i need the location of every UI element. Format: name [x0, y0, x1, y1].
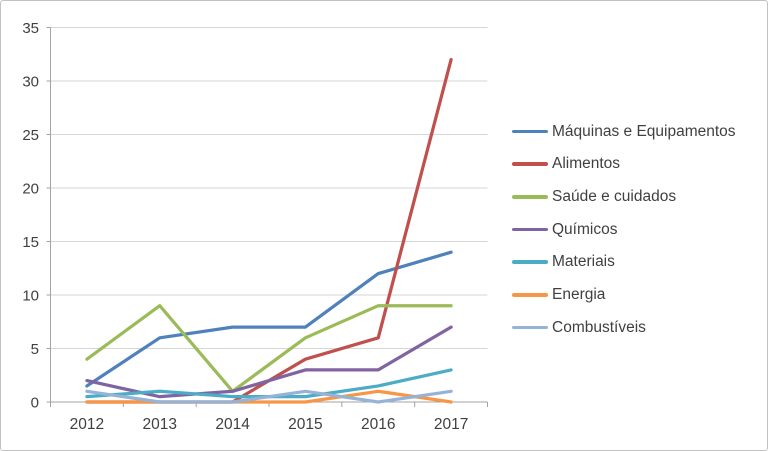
series-line-qu-micos	[85, 325, 453, 399]
legend-line-swatch	[512, 162, 548, 166]
legend-label: Saúde e cuidados	[552, 187, 677, 205]
legend-line-swatch	[512, 292, 548, 297]
y-axis-label: 25	[22, 127, 39, 144]
y-axis-label: 30	[22, 74, 39, 91]
legend-label: Combustíveis	[552, 318, 646, 336]
legend-label: Químicos	[552, 220, 618, 238]
legend-item: Máquinas e Equipamentos	[512, 115, 736, 148]
legend-label: Alimentos	[552, 155, 621, 173]
series-line-m-quinas-e-equipamentos	[85, 250, 453, 388]
x-axis-label: 2017	[434, 416, 468, 433]
legend-line-swatch	[512, 194, 548, 199]
x-axis-label: 2015	[288, 416, 322, 433]
y-axis-label: 10	[22, 288, 39, 305]
y-axis-label: 5	[31, 341, 39, 358]
x-axis-label: 2016	[361, 416, 395, 433]
x-axis-label: 2014	[215, 416, 250, 433]
y-axis-label: 0	[31, 395, 39, 412]
y-axis-label: 15	[22, 234, 39, 251]
legend-item: Alimentos	[512, 148, 736, 181]
legend-item: Energia	[512, 278, 736, 311]
x-axis-label: 2013	[143, 416, 177, 433]
y-axis-label: 20	[22, 181, 39, 198]
legend-line-swatch	[512, 227, 548, 232]
legend-item: Materiais	[512, 246, 736, 279]
legend-item: Combustíveis	[512, 311, 736, 344]
x-axis-label: 2012	[70, 416, 104, 433]
legend-item: Químicos	[512, 213, 736, 246]
legend-line-swatch	[512, 129, 548, 134]
legend-label: Materiais	[552, 253, 615, 271]
legend-label: Energia	[552, 286, 606, 304]
series-line-energia	[85, 389, 453, 404]
y-axis-label: 35	[22, 20, 39, 37]
series-line-combust-veis	[85, 389, 453, 404]
series-line-sa-de-e-cuidados	[85, 304, 453, 393]
legend-label: Máquinas e Equipamentos	[552, 122, 736, 140]
chart-legend: Máquinas e Equipamentos Alimentos Saúde …	[512, 115, 736, 344]
legend-line-swatch	[512, 325, 548, 330]
legend-line-swatch	[512, 260, 548, 264]
legend-item: Saúde e cuidados	[512, 180, 736, 213]
